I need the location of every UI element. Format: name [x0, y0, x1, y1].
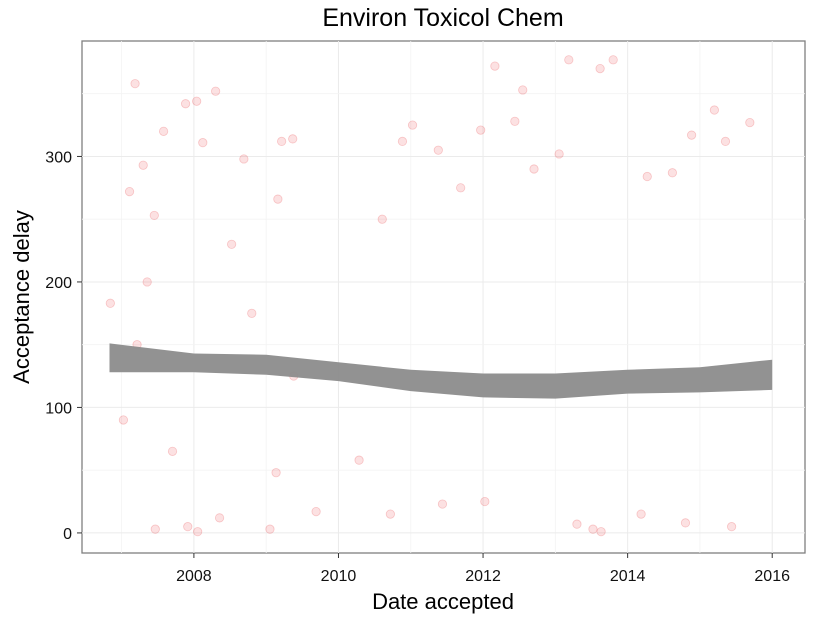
data-point [588, 524, 598, 534]
x-tick-label: 2016 [754, 568, 790, 585]
data-point [377, 214, 387, 224]
data-point [192, 96, 202, 106]
data-point [518, 85, 528, 95]
data-point [354, 455, 364, 465]
x-tick-label: 2014 [610, 568, 646, 585]
data-point [680, 518, 691, 528]
data-point [608, 55, 618, 65]
x-tick-label: 2012 [465, 568, 501, 585]
data-point [596, 527, 606, 537]
data-point [198, 138, 208, 148]
data-point [385, 509, 395, 519]
data-point [167, 446, 178, 456]
data-point [214, 513, 225, 523]
data-point [554, 149, 564, 159]
y-axis-title: Acceptance delay [9, 210, 34, 384]
x-tick-label: 2008 [176, 568, 212, 585]
data-points [105, 55, 755, 537]
data-point [480, 496, 490, 507]
data-point [271, 468, 281, 478]
plot-panel [81, 40, 806, 554]
data-point [476, 125, 486, 135]
data-point [211, 86, 221, 96]
data-point [124, 186, 135, 197]
data-point [227, 239, 237, 249]
y-axis: 0 100 200 300 [45, 149, 82, 543]
y-tick-label: 100 [45, 400, 72, 417]
data-point [745, 117, 755, 128]
data-point [572, 519, 582, 529]
data-point [456, 183, 466, 193]
data-point [564, 55, 574, 65]
data-point [397, 136, 408, 146]
y-tick-label: 300 [45, 149, 72, 166]
confidence-band [109, 343, 773, 399]
data-point [636, 509, 646, 519]
data-point [105, 298, 115, 308]
data-point [150, 524, 160, 534]
chart-title: Environ Toxicol Chem [322, 4, 563, 32]
data-point [118, 415, 128, 425]
data-point [407, 120, 418, 130]
data-point [158, 126, 169, 136]
data-point [642, 171, 652, 182]
data-point [437, 499, 448, 509]
data-point [595, 64, 605, 74]
data-point [667, 168, 677, 178]
data-point [510, 116, 520, 126]
data-point [288, 134, 298, 144]
data-point [709, 105, 719, 115]
data-point [490, 61, 500, 71]
data-point [727, 522, 737, 532]
data-point [149, 210, 159, 221]
data-point [720, 136, 731, 146]
data-point [529, 164, 539, 174]
data-point [180, 99, 191, 109]
data-point [239, 154, 249, 164]
y-tick-label: 200 [45, 275, 72, 292]
data-point [247, 308, 257, 318]
data-point [687, 130, 697, 140]
smooth-band [109, 343, 773, 399]
data-point [265, 524, 275, 534]
x-tick-label: 2010 [321, 568, 357, 585]
data-point [311, 506, 321, 517]
x-axis: 2008 2010 2012 2014 2016 [176, 553, 790, 585]
grid [82, 41, 805, 553]
data-point [273, 194, 283, 204]
data-point [138, 160, 148, 170]
x-axis-title: Date accepted [372, 589, 514, 614]
data-point [193, 527, 203, 537]
y-tick-label: 0 [63, 526, 72, 543]
data-point [433, 145, 443, 155]
data-point [130, 79, 140, 89]
data-point [277, 136, 287, 146]
data-point [142, 277, 152, 287]
data-point [183, 522, 193, 532]
